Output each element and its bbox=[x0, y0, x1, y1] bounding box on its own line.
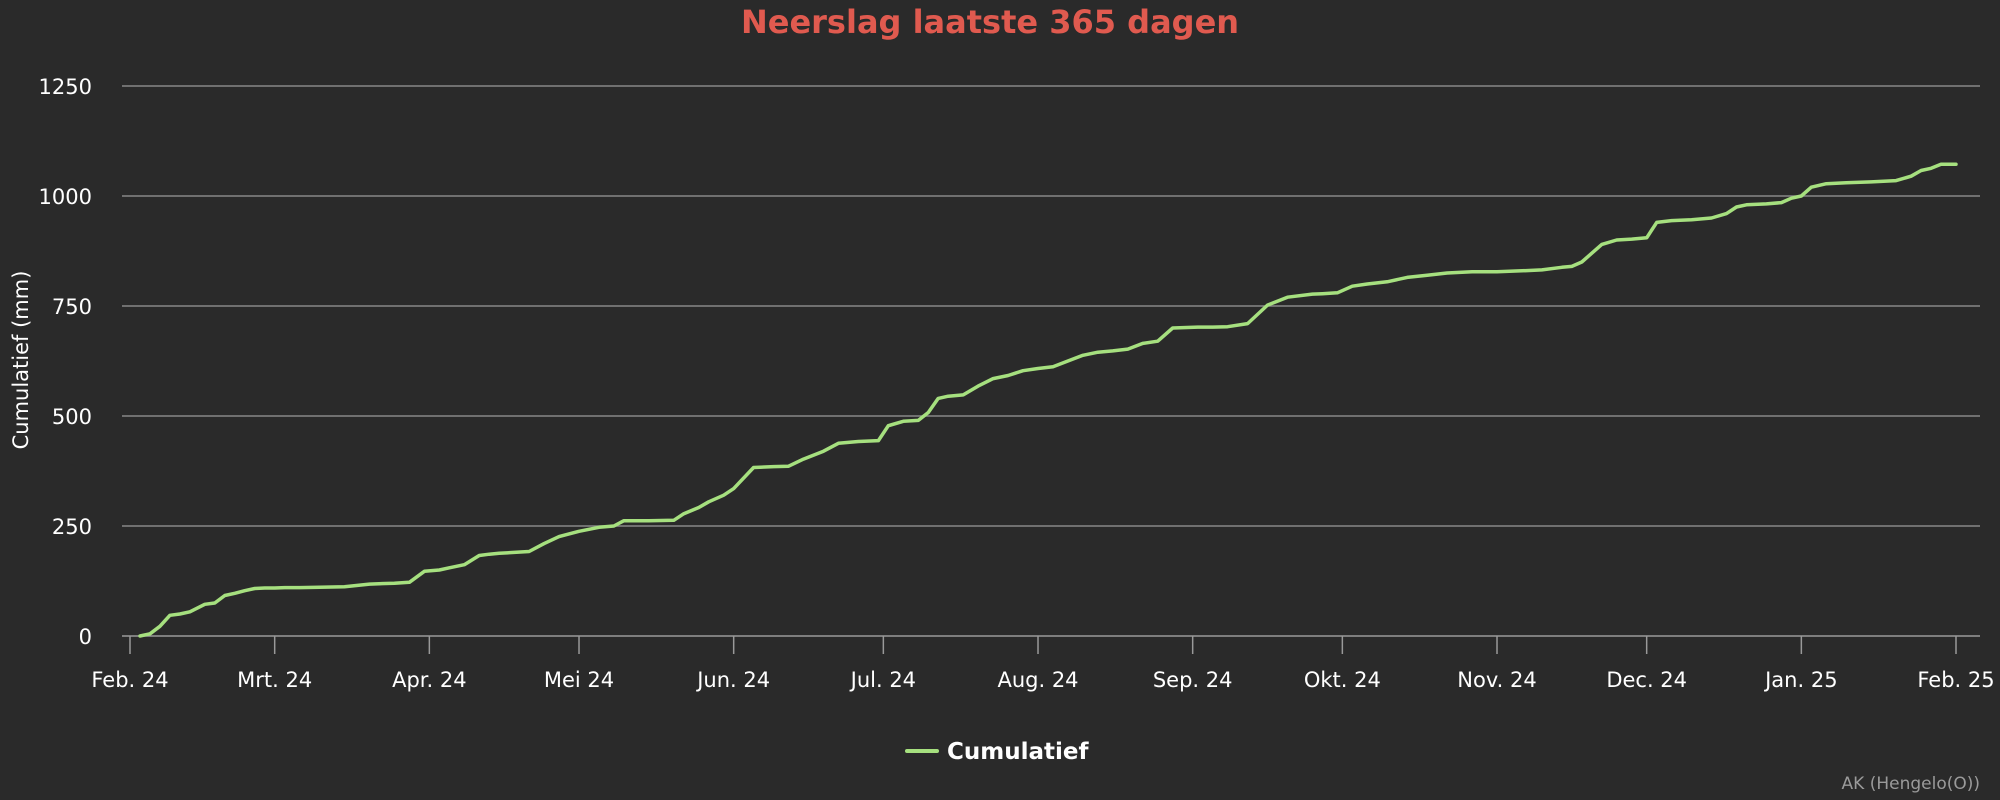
x-tick-label-6: Aug. 24 bbox=[997, 668, 1078, 692]
gridlines bbox=[122, 85, 1980, 527]
x-tick-label-8: Okt. 24 bbox=[1304, 668, 1381, 692]
y-axis-title: Cumulatief (mm) bbox=[9, 271, 33, 450]
x-tick-label-3: Mei 24 bbox=[544, 668, 614, 692]
legend-label-cumulatief: Cumulatief bbox=[947, 739, 1089, 765]
series-line-cumulatief bbox=[138, 162, 1958, 638]
legend[interactable]: Cumulatief bbox=[905, 739, 1089, 765]
x-axis-ticks: Feb. 24 Mrt. 24 Apr. 24 Mei 24 Jun. 24 Jul. 2… bbox=[91, 636, 1995, 692]
x-tick-label-0: Feb. 24 bbox=[91, 668, 168, 692]
y-tick-label-250: 250 bbox=[52, 515, 92, 539]
x-tick-label-4: Jun. 24 bbox=[695, 668, 770, 692]
x-tick-label-10: Dec. 24 bbox=[1606, 668, 1687, 692]
x-tick-label-11: Jan. 25 bbox=[1763, 668, 1837, 692]
y-tick-label-750: 750 bbox=[52, 295, 92, 319]
x-tick-label-2: Apr. 24 bbox=[392, 668, 466, 692]
y-tick-label-500: 500 bbox=[52, 405, 92, 429]
x-tick-label-12: Feb. 25 bbox=[1917, 668, 1994, 692]
y-axis-tick-labels: 0 250 500 750 1000 1250 bbox=[39, 75, 92, 649]
y-tick-label-1250: 1250 bbox=[39, 75, 92, 99]
chart-title: Neerslag laatste 365 dagen bbox=[741, 3, 1239, 41]
x-tick-label-1: Mrt. 24 bbox=[237, 668, 312, 692]
y-tick-label-0: 0 bbox=[79, 625, 92, 649]
chart-credit: AK (Hengelo(O)) bbox=[1842, 774, 1980, 794]
x-tick-label-7: Sep. 24 bbox=[1153, 668, 1233, 692]
y-tick-label-1000: 1000 bbox=[39, 185, 92, 209]
x-tick-label-5: Jul. 24 bbox=[849, 668, 916, 692]
x-tick-label-9: Nov. 24 bbox=[1457, 668, 1536, 692]
